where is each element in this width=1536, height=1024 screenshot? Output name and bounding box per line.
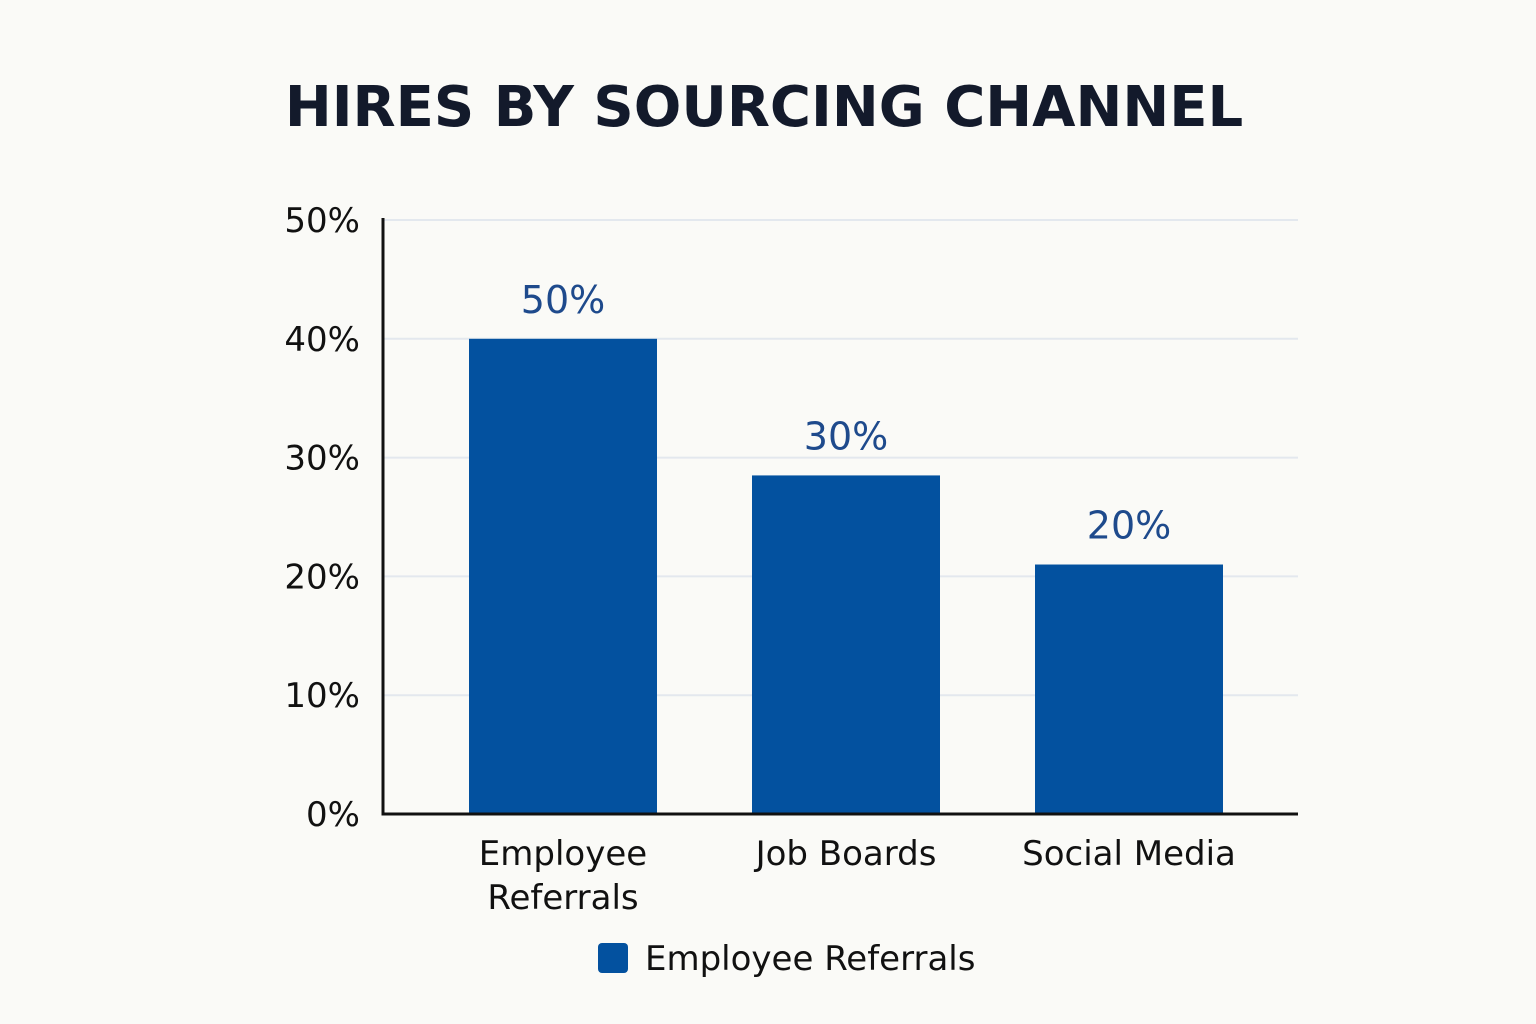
x-tick-label: Employee Referrals <box>479 834 647 918</box>
axes <box>381 218 1298 816</box>
y-tick-labels: 0% 10% 20% 30% 40% 50% <box>284 201 360 835</box>
x-tick-label-line: Referrals <box>487 878 638 918</box>
y-tick-label: 40% <box>284 320 360 360</box>
bar <box>752 475 940 814</box>
x-tick-label-line: Social Media <box>1022 834 1236 874</box>
data-label: 30% <box>804 414 888 458</box>
y-tick-label: 10% <box>284 676 360 716</box>
bar <box>469 338 657 814</box>
y-tick-label: 20% <box>284 557 360 597</box>
legend-swatch <box>598 943 628 973</box>
data-label: 50% <box>521 278 605 322</box>
bars <box>469 338 1223 814</box>
x-tick-label: Social Media <box>1022 834 1236 874</box>
x-tick-label-line: Job Boards <box>754 834 937 874</box>
bar <box>1035 564 1223 814</box>
legend: Employee Referrals <box>598 939 975 979</box>
x-tick-labels: Employee Referrals Job Boards Social Media <box>479 834 1236 918</box>
y-tick-label: 30% <box>284 439 360 479</box>
data-label: 20% <box>1087 504 1171 548</box>
chart-title: HIRES BY SOURCING CHANNEL <box>285 75 1243 140</box>
x-tick-label-line: Employee <box>479 834 647 874</box>
axis-lines <box>381 218 1298 816</box>
y-tick-label: 50% <box>284 201 360 241</box>
y-tick-label: 0% <box>306 795 360 835</box>
x-tick-label: Job Boards <box>754 834 937 874</box>
legend-label: Employee Referrals <box>645 939 975 979</box>
data-labels: 50% 30% 20% <box>521 278 1171 548</box>
